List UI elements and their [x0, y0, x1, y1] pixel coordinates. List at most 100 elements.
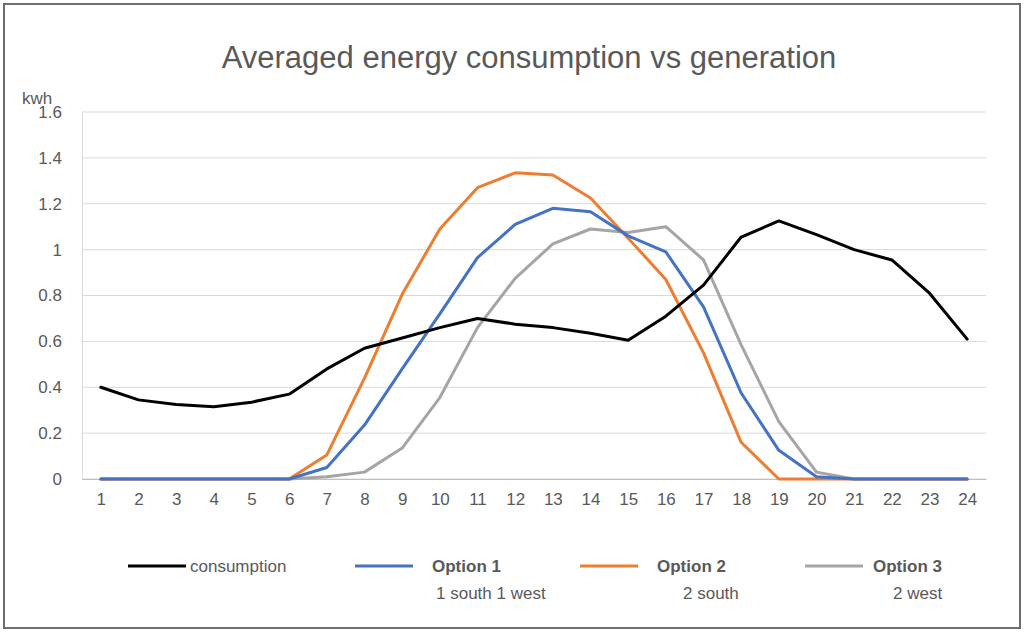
x-tick-label: 2: [134, 490, 143, 509]
x-tick: 7: [323, 479, 332, 509]
title: Averaged energy consumption vs generatio…: [222, 40, 837, 75]
plot: 00.20.40.60.811.21.41.612345678910111213…: [38, 103, 986, 509]
x-axis: 123456789101112131415161718192021222324: [83, 479, 987, 509]
series-line: [101, 208, 967, 479]
legend: consumptionOption 11 south 1 westOption …: [128, 557, 942, 603]
x-tick-label: 13: [544, 490, 563, 509]
x-tick: 22: [883, 479, 902, 509]
x-tick-label: 19: [770, 490, 789, 509]
x-tick: 6: [285, 479, 294, 509]
x-tick: 15: [619, 479, 638, 509]
x-tick-label: 16: [657, 490, 676, 509]
y-tick: 1.4: [38, 149, 82, 168]
x-tick-label: 20: [808, 490, 827, 509]
x-tick-label: 24: [958, 490, 977, 509]
x-tick-label: 5: [247, 490, 256, 509]
x-tick: 24: [958, 479, 977, 509]
legend-sublabel: 2 south: [683, 584, 739, 603]
x-tick: 4: [210, 479, 219, 509]
x-tick-label: 15: [619, 490, 638, 509]
x-tick: 13: [544, 479, 563, 509]
y-tick-label: 0.4: [38, 378, 62, 397]
x-tick: 17: [695, 479, 714, 509]
x-tick-label: 6: [285, 490, 294, 509]
legend-item: Option 2 2 south: [580, 557, 739, 603]
y-tick: 0.2: [38, 424, 82, 443]
y-tick-label: 1.2: [38, 195, 62, 214]
y-tick-label: 0.2: [38, 424, 62, 443]
x-tick-label: 11: [469, 490, 487, 509]
y-tick: 1.6: [38, 103, 82, 122]
x-tick-label: 17: [695, 490, 714, 509]
legend-swatch: [805, 565, 863, 568]
lines: [101, 173, 967, 479]
grid-line: [82, 341, 986, 342]
y-tick-label: 0.6: [38, 332, 62, 351]
x-tick: 1: [97, 479, 106, 509]
series-line: [101, 173, 967, 479]
legend-label: Option 1: [432, 557, 501, 576]
x-tick-label: 7: [323, 490, 332, 509]
y-tick: 1.2: [38, 195, 82, 214]
x-tick: 16: [657, 479, 676, 509]
x-tick-label: 12: [506, 490, 525, 509]
x-tick: 8: [360, 479, 369, 509]
y-tick: 0.4: [38, 378, 82, 397]
x-tick-label: 9: [398, 490, 407, 509]
x-tick: 20: [808, 479, 827, 509]
y-tick-label: 1.4: [38, 149, 62, 168]
y-tick-label: 1.6: [38, 103, 62, 122]
x-tick: 18: [732, 479, 751, 509]
x-tick-label: 18: [732, 490, 751, 509]
y-tick-label: 0: [53, 470, 62, 489]
x-tick: 19: [770, 479, 789, 509]
legend-label: consumption: [190, 557, 286, 576]
legend-label: Option 2: [657, 557, 726, 576]
x-tick-label: 1: [97, 490, 106, 509]
x-tick-label: 10: [431, 490, 450, 509]
y-tick-label: 1: [53, 241, 62, 260]
series-line: [101, 227, 967, 479]
y-axis: 0 0.2 0.4 0.6 0.8 1 1.2 1.4 1.6: [38, 103, 82, 489]
chart: Averaged energy consumption vs generatio…: [0, 0, 1024, 632]
x-tick: 2: [134, 479, 143, 509]
x-tick-label: 21: [845, 490, 864, 509]
x-tick: 11: [469, 479, 487, 509]
x-tick-label: 22: [883, 490, 902, 509]
grid-line: [82, 387, 986, 388]
x-tick: 23: [921, 479, 940, 509]
x-tick: 10: [431, 479, 450, 509]
series-line: [101, 221, 967, 407]
legend-swatch: [580, 565, 638, 568]
legend-sublabel: 2 west: [893, 584, 942, 603]
grid-line: [82, 433, 986, 434]
grid-line: [82, 295, 986, 296]
legend-item: Option 3 2 west: [805, 557, 942, 603]
x-tick: 5: [247, 479, 256, 509]
x-tick-label: 14: [582, 490, 601, 509]
x-tick-label: 8: [360, 490, 369, 509]
x-tick: 21: [845, 479, 864, 509]
legend-swatch: [355, 565, 413, 568]
x-tick: 12: [506, 479, 525, 509]
y-axis-line: [82, 113, 83, 480]
grid-line: [82, 157, 986, 158]
y-tick: 0.6: [38, 332, 82, 351]
x-tick-label: 23: [921, 490, 940, 509]
legend-swatch: [128, 565, 186, 568]
legend-sublabel: 1 south 1 west: [436, 584, 546, 603]
y-tick: 0: [53, 470, 82, 489]
chart-frame: [4, 4, 1020, 628]
x-tick: 14: [582, 479, 601, 509]
legend-label: Option 3: [873, 557, 942, 576]
x-tick: 3: [172, 479, 181, 509]
grid-line: [82, 112, 986, 113]
y-tick: 0.8: [38, 286, 82, 305]
y-tick: 1: [53, 241, 82, 260]
y-tick-label: 0.8: [38, 286, 62, 305]
x-tick: 9: [398, 479, 407, 509]
x-tick-label: 4: [210, 490, 219, 509]
legend-item: consumption: [128, 557, 286, 576]
x-tick-label: 3: [172, 490, 181, 509]
legend-item: Option 1 1 south 1 west: [355, 557, 546, 603]
